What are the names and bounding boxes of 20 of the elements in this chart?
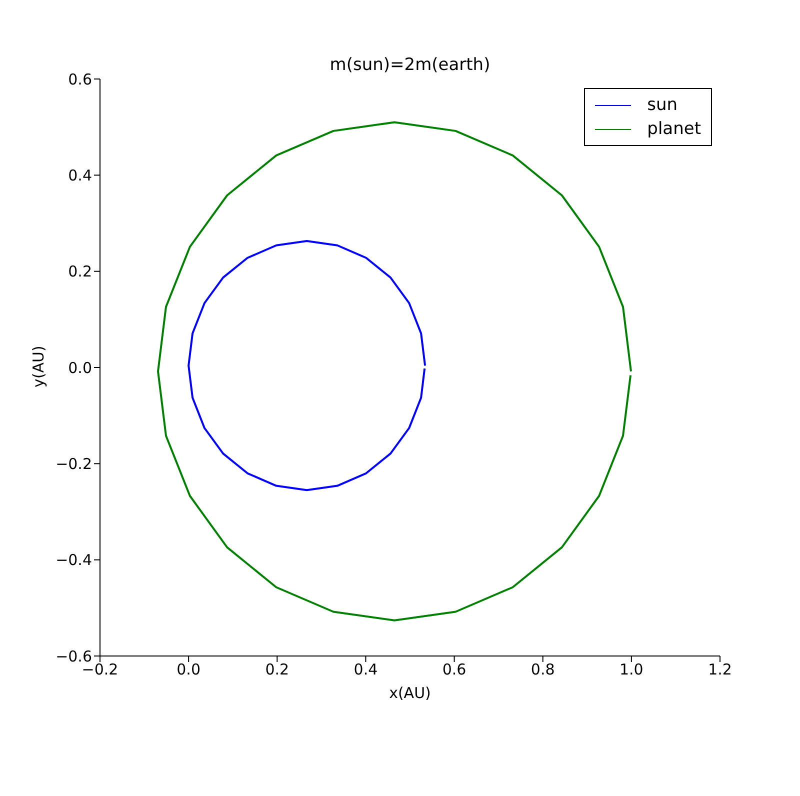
y-axis-title: y(AU) [29,346,48,388]
x-axis-title: x(AU) [389,684,431,702]
y-tick-label: 0.0 [68,358,92,377]
x-tick-label: 0.8 [530,660,555,679]
chart-title: m(sun)=2m(earth) [328,55,492,75]
line-series [157,121,632,622]
y-tick-label: −0.4 [56,551,92,570]
legend-label: sun [647,95,678,115]
x-tick-label: 1.2 [708,660,732,679]
x-tick-label: 0.2 [265,660,290,679]
y-tick-label: −0.2 [56,454,92,473]
y-tick-label: 0.4 [68,166,92,184]
y-tick-label: 0.6 [68,70,92,88]
x-tick-label: 0.6 [442,660,466,679]
legend-label: planet [647,119,701,139]
x-tick-label: 1.0 [620,660,644,679]
x-tick-label: 0.4 [354,660,378,679]
line-series [188,240,426,492]
x-tick-label: 0.0 [176,660,200,679]
y-tick-label: 0.2 [68,262,92,281]
